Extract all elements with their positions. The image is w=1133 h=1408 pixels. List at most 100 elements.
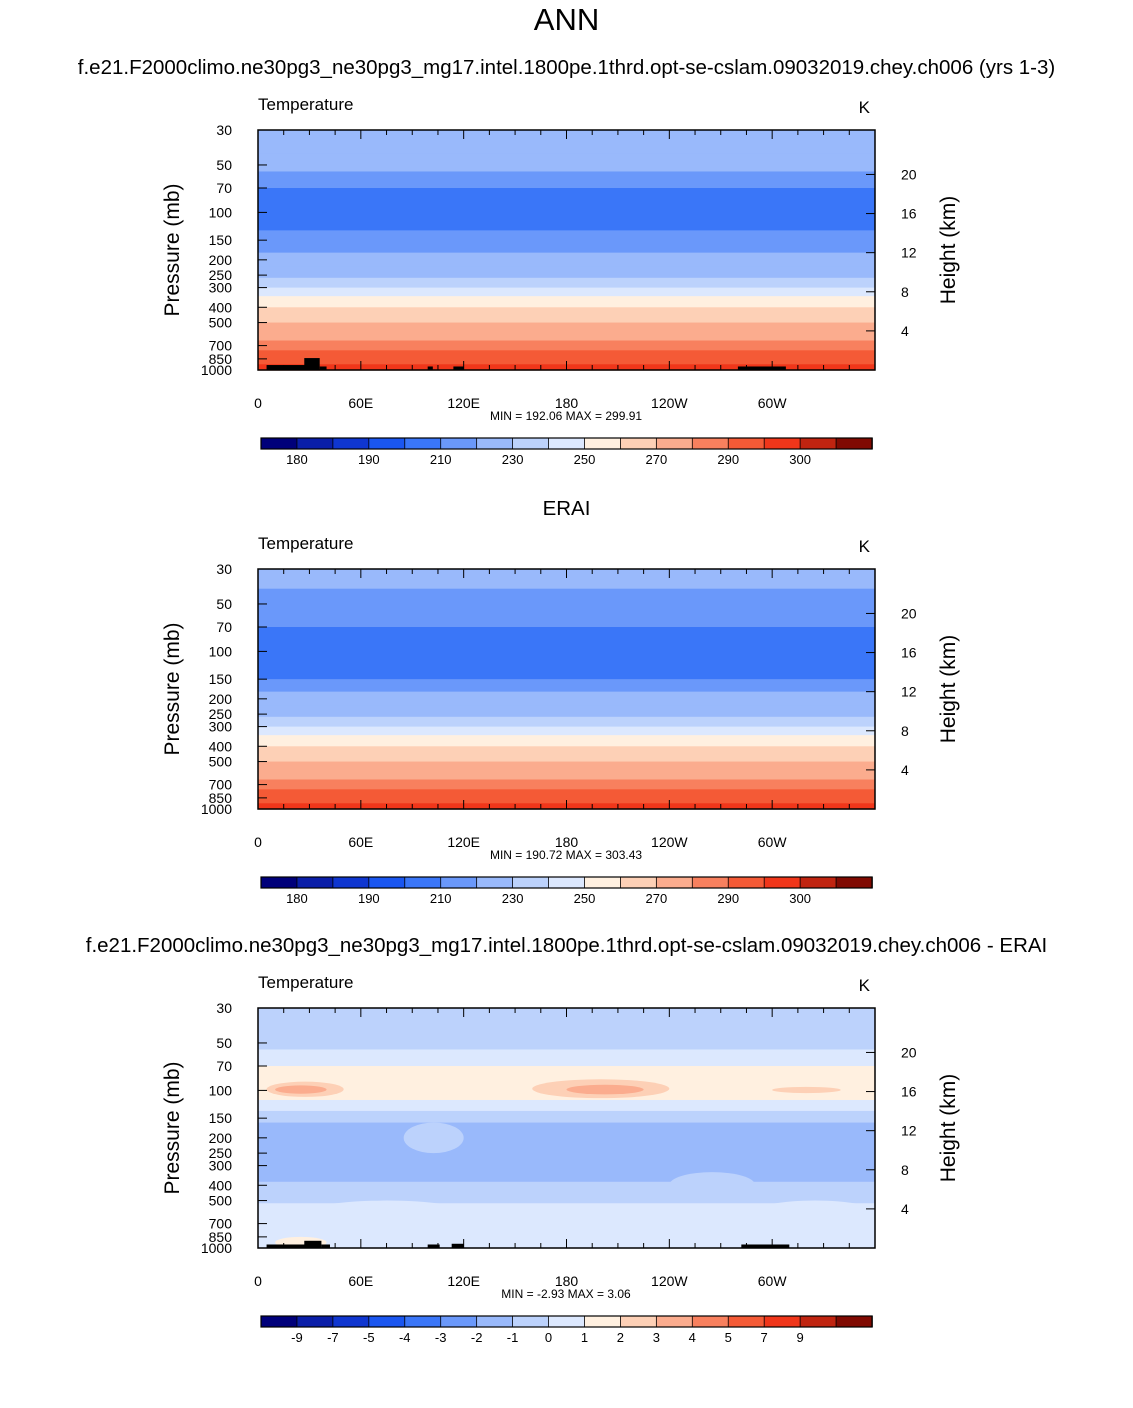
colorbar-swatch	[332, 876, 370, 889]
colorbar-label: 0	[545, 1330, 552, 1345]
x-tick-label: 180	[555, 395, 579, 411]
colorbar-label: 180	[286, 891, 308, 906]
contour-band	[258, 266, 875, 279]
colorbar-swatch	[763, 1315, 801, 1328]
x-tick-label: 120W	[651, 395, 688, 411]
units-label: K	[859, 976, 871, 995]
colorbar-label: 180	[286, 452, 308, 467]
y-tick-label: 30	[216, 561, 232, 577]
contour-band	[258, 322, 875, 334]
colorbar-label: 4	[689, 1330, 696, 1345]
y-tick-label: 1000	[201, 362, 232, 378]
colorbar-swatch	[368, 437, 406, 450]
colorbar-swatch	[799, 876, 837, 889]
contour-band	[258, 350, 875, 360]
y-tick-label: 70	[216, 1058, 232, 1074]
contour-band	[258, 240, 875, 254]
contour-band	[258, 705, 875, 718]
colorbar-swatch	[476, 1315, 514, 1328]
panel-3-chart: Temperature K0 60E 120E 180 120W 60W3050701001…	[161, 973, 960, 1345]
colorbar-swatch	[332, 437, 370, 450]
units-label: K	[859, 537, 871, 556]
colorbar-swatch	[440, 1315, 478, 1328]
x-tick-label: 120E	[447, 395, 480, 411]
topography-mask	[451, 1243, 464, 1248]
y-tick-label: 700	[209, 338, 233, 354]
colorbar-frame	[260, 876, 873, 889]
x-tick-label: 180	[555, 834, 579, 850]
colorbar-label: 230	[502, 452, 524, 467]
topography-mask	[321, 1244, 330, 1248]
y-tick-label: 250	[209, 1145, 233, 1161]
y-axis-label: Pressure (mb)	[161, 1061, 184, 1194]
topography-mask	[427, 366, 433, 370]
x-tick-label: 60W	[758, 834, 788, 850]
y-tick-label: 250	[209, 267, 233, 283]
y-tick-label: 1000	[201, 1240, 232, 1256]
colorbar-swatch	[368, 876, 406, 889]
colorbar-label: 1	[581, 1330, 588, 1345]
colorbar-swatch	[512, 1315, 550, 1328]
x-tick-label: 60E	[348, 834, 373, 850]
colorbar-swatch	[835, 876, 873, 889]
y-tick-label: 150	[209, 1110, 233, 1126]
colorbar-frame	[260, 1315, 873, 1328]
y-tick-label: 100	[209, 1082, 233, 1098]
main-title: ANN	[533, 2, 600, 37]
colorbar-swatch	[727, 1315, 765, 1328]
colorbar-swatch	[548, 876, 586, 889]
contour-region	[566, 1084, 644, 1095]
colorbar-label: 250	[574, 452, 596, 467]
contour-band	[258, 296, 875, 308]
colorbar-swatch	[404, 1315, 442, 1328]
height-tick-label: 16	[901, 1084, 917, 1100]
min-max-stats: MIN = -2.93 MAX = 3.06	[501, 1287, 631, 1301]
contour-band	[258, 1122, 875, 1183]
colorbar-swatch	[691, 437, 730, 450]
contour-band	[258, 212, 875, 231]
contour-band	[258, 735, 875, 747]
y-axis-label-right: Height (km)	[937, 635, 960, 744]
colorbar-swatch	[296, 1315, 334, 1328]
panel-2-title: ERAI	[542, 497, 591, 520]
colorbar-swatch	[763, 876, 801, 889]
colorbar-swatch	[620, 437, 658, 450]
contour-band	[258, 1181, 875, 1204]
contour-band	[258, 779, 875, 790]
colorbar-swatch	[691, 876, 730, 889]
colorbar-swatch	[835, 437, 873, 450]
y-tick-label: 30	[216, 1000, 232, 1016]
y-axis-label-right: Height (km)	[937, 1074, 960, 1183]
colorbar-label: 3	[653, 1330, 660, 1345]
topography-mask	[453, 366, 464, 370]
variable-label: Temperature	[258, 534, 353, 553]
y-tick-label: 500	[209, 1193, 233, 1209]
colorbar-label: 190	[358, 452, 380, 467]
colorbar-swatch	[799, 437, 837, 450]
height-tick-label: 20	[901, 605, 917, 621]
y-tick-label: 250	[209, 706, 233, 722]
x-tick-label: 0	[254, 834, 262, 850]
y-tick-label: 300	[209, 280, 233, 296]
colorbar-swatch	[440, 437, 478, 450]
height-tick-label: 4	[901, 1201, 909, 1217]
contour-band	[258, 1099, 875, 1112]
y-tick-label: 100	[209, 643, 233, 659]
y-tick-label: 100	[209, 204, 233, 220]
contour-region	[309, 1200, 464, 1224]
contour-band	[258, 230, 875, 241]
contour-band	[258, 1225, 875, 1249]
contour-band	[258, 1065, 875, 1080]
contour-band	[258, 626, 875, 653]
y-tick-label: 400	[209, 738, 233, 754]
colorbar-swatch	[763, 437, 801, 450]
height-tick-label: 16	[901, 206, 917, 222]
contour-band	[258, 666, 875, 680]
colorbar-label: 210	[430, 452, 452, 467]
panel-3: Temperature K 0 60E 120E 180 120W 60W 30 50 70 100 1…	[0, 968, 1133, 1408]
topography-mask	[319, 366, 327, 370]
y-tick-label: 400	[209, 1177, 233, 1193]
units-label: K	[859, 98, 871, 117]
panel-1-title: f.e21.F2000climo.ne30pg3_ne30pg3_mg17.in…	[77, 56, 1056, 79]
contour-band	[258, 307, 875, 316]
